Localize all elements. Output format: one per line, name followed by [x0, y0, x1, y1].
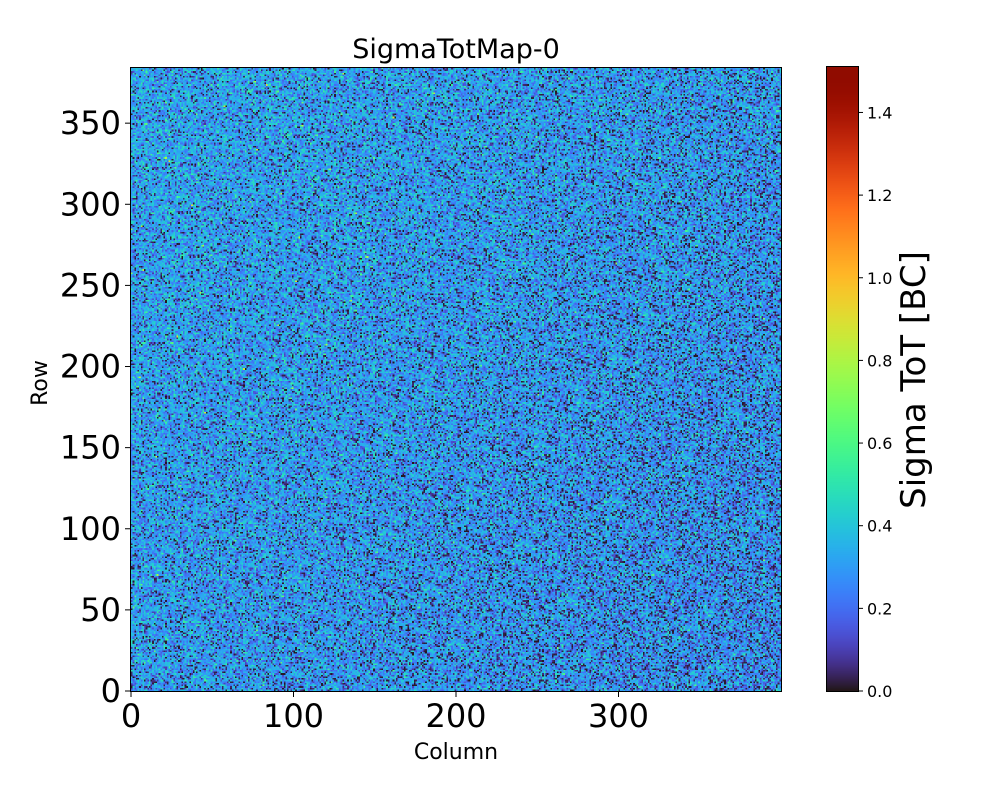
- y-tick-label: 100: [60, 510, 121, 548]
- y-tick-label: 300: [60, 185, 121, 223]
- x-axis-label: Column: [414, 740, 498, 765]
- y-axis-ticks: 0 50 100 150 200 250 300 350: [60, 104, 131, 710]
- plot-frame: [130, 67, 782, 692]
- x-tick-label: 200: [425, 697, 486, 735]
- x-tick-label: 0: [121, 697, 141, 735]
- y-tick-label: 50: [80, 591, 121, 629]
- colorbar-tick-label: 1.0: [867, 269, 892, 288]
- colorbar-tick-label: 1.4: [867, 103, 892, 122]
- y-tick-label: 250: [60, 266, 121, 304]
- colorbar-ticks: 0.0 0.2 0.4 0.6 0.8 1.0 1.2 1.4: [858, 103, 892, 701]
- heatmap-image: [131, 68, 781, 691]
- y-tick-label: 150: [60, 429, 121, 467]
- colorbar-tick-label: 0.4: [867, 517, 892, 536]
- x-tick-label: 300: [588, 697, 649, 735]
- colorbar-frame: [826, 66, 859, 692]
- chart-title: SigmaTotMap-0: [352, 34, 560, 65]
- colorbar-tick-label: 0.6: [867, 434, 892, 453]
- y-axis-label: Row: [28, 360, 53, 406]
- colorbar-label: Sigma ToT [BC]: [894, 251, 934, 509]
- y-tick-label: 0: [101, 672, 121, 710]
- y-tick-label: 350: [60, 104, 121, 142]
- y-tick-label: 200: [60, 348, 121, 386]
- colorbar-tick-label: 0.2: [867, 599, 892, 618]
- x-axis-ticks: 0 100 200 300: [121, 691, 649, 735]
- x-tick-label: 100: [263, 697, 324, 735]
- colorbar-tick-label: 1.2: [867, 186, 892, 205]
- colorbar-gradient: [827, 67, 858, 691]
- colorbar-tick-label: 0.0: [867, 682, 892, 701]
- colorbar-tick-label: 0.8: [867, 351, 892, 370]
